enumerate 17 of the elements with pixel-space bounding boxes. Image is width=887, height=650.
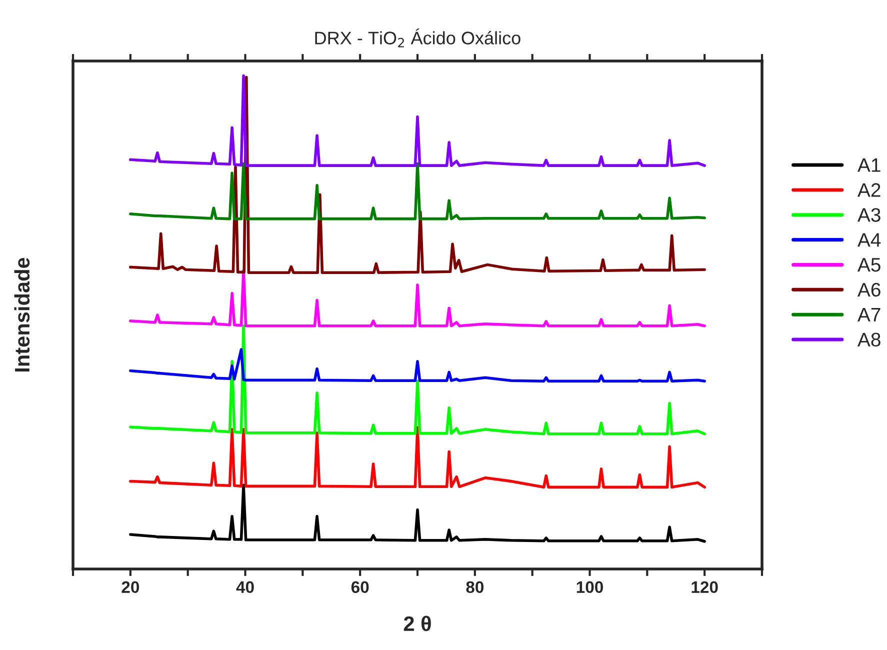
legend-label: A3	[857, 208, 880, 222]
legend-label: A2	[857, 183, 880, 197]
legend-label: A4	[857, 233, 881, 247]
legend-label: A1	[857, 158, 880, 172]
x-axis-title: 2 θ	[404, 616, 431, 632]
x-tick-label: 40	[236, 581, 254, 594]
x-tick-label: 80	[466, 581, 484, 594]
legend-label: A6	[857, 282, 880, 297]
legend-label: A5	[857, 258, 880, 272]
legend-label: A7	[857, 308, 880, 322]
x-tick-label: 100	[576, 581, 603, 594]
x-tick-label: 120	[692, 581, 718, 594]
legend-label: A8	[857, 332, 880, 347]
chart-title: DRX - TiO$_{2}$ Ácido Oxálico	[315, 28, 520, 48]
x-tick-label: 60	[351, 581, 369, 594]
x-tick-label: 20	[122, 581, 140, 594]
y-axis-title: Intensidade	[14, 258, 30, 372]
